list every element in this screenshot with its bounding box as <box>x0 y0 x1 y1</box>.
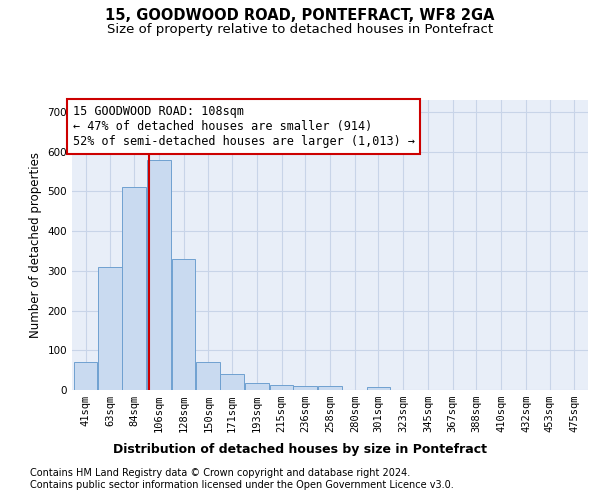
Bar <box>245 383 269 390</box>
Text: Contains public sector information licensed under the Open Government Licence v3: Contains public sector information licen… <box>30 480 454 490</box>
Bar <box>74 362 97 390</box>
Bar <box>367 387 391 390</box>
Bar <box>98 267 122 390</box>
Text: Distribution of detached houses by size in Pontefract: Distribution of detached houses by size … <box>113 442 487 456</box>
Bar <box>122 188 146 390</box>
Y-axis label: Number of detached properties: Number of detached properties <box>29 152 42 338</box>
Bar <box>196 362 220 390</box>
Bar <box>269 385 293 390</box>
Bar <box>220 374 244 390</box>
Bar <box>318 386 342 390</box>
Bar <box>293 386 317 390</box>
Bar <box>147 160 170 390</box>
Text: Size of property relative to detached houses in Pontefract: Size of property relative to detached ho… <box>107 22 493 36</box>
Bar <box>172 259 196 390</box>
Text: 15 GOODWOOD ROAD: 108sqm
← 47% of detached houses are smaller (914)
52% of semi-: 15 GOODWOOD ROAD: 108sqm ← 47% of detach… <box>73 105 415 148</box>
Text: Contains HM Land Registry data © Crown copyright and database right 2024.: Contains HM Land Registry data © Crown c… <box>30 468 410 477</box>
Text: 15, GOODWOOD ROAD, PONTEFRACT, WF8 2GA: 15, GOODWOOD ROAD, PONTEFRACT, WF8 2GA <box>105 8 495 22</box>
